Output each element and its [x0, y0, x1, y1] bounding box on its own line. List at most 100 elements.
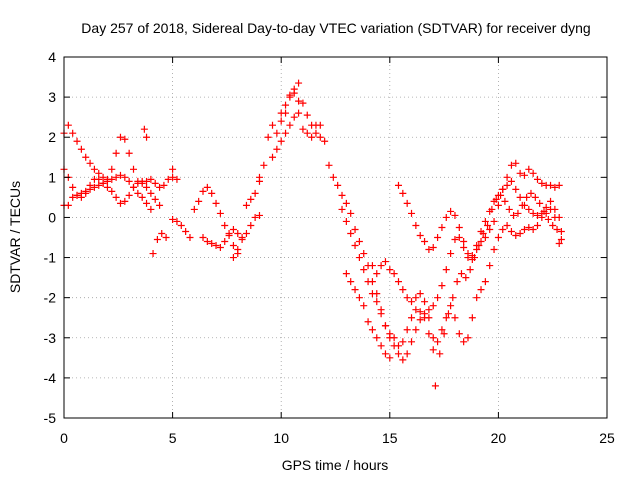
data-point [342, 199, 350, 207]
data-point [355, 294, 363, 302]
x-axis-label: GPS time / hours [282, 457, 389, 473]
data-point [368, 326, 376, 334]
data-point [242, 201, 250, 209]
data-point [247, 221, 255, 229]
data-point [173, 175, 181, 183]
data-point [82, 189, 90, 197]
data-point [282, 101, 290, 109]
data-point [473, 294, 481, 302]
data-point [429, 346, 437, 354]
data-point [416, 316, 424, 324]
data-point [238, 234, 246, 241]
data-point [216, 209, 224, 217]
data-point [90, 165, 98, 173]
data-point [269, 121, 277, 129]
data-point [138, 193, 146, 201]
data-point [360, 302, 368, 310]
data-point [516, 229, 524, 237]
data-point [286, 121, 294, 129]
x-tick-label: 15 [382, 430, 398, 446]
data-point [77, 193, 85, 201]
data-point [466, 266, 474, 274]
data-point [156, 201, 164, 209]
data-point [277, 137, 285, 145]
x-tick-labels: 0 5 10 15 20 25 [60, 430, 615, 446]
plot-frame [63, 56, 608, 419]
data-point [269, 153, 277, 161]
data-point [290, 89, 298, 97]
data-point [329, 173, 337, 181]
data-point [216, 244, 224, 252]
data-point [460, 338, 468, 346]
data-point [403, 294, 411, 302]
data-point [412, 294, 420, 302]
data-point [277, 117, 285, 125]
y-tick-label: -1 [44, 250, 57, 266]
data-point [390, 270, 398, 278]
data-point [69, 183, 77, 191]
data-point [162, 234, 170, 241]
data-point [505, 205, 513, 213]
data-point [442, 266, 450, 274]
data-point [255, 173, 263, 181]
x-tick-label: 10 [273, 430, 289, 446]
data-point [555, 181, 563, 189]
data-point [381, 350, 389, 358]
data-point [90, 183, 98, 191]
data-point [95, 181, 103, 189]
grid [64, 57, 607, 418]
data-point [177, 221, 185, 229]
data-point [277, 109, 285, 117]
data-point [434, 338, 442, 346]
data-point [453, 278, 461, 286]
data-point [186, 234, 194, 241]
data-point [494, 234, 502, 241]
data-point [520, 225, 528, 233]
data-point [203, 238, 211, 246]
data-point [86, 159, 94, 167]
data-point [182, 227, 190, 235]
data-point [134, 189, 142, 197]
data-point [531, 193, 539, 201]
data-point [434, 234, 442, 241]
data-point [412, 306, 420, 314]
data-point [542, 203, 550, 211]
data-point [484, 221, 492, 229]
data-point [501, 197, 509, 205]
data-point [447, 250, 455, 258]
data-point [69, 193, 77, 201]
data-point [399, 338, 407, 346]
data-point [282, 129, 290, 137]
data-point [551, 183, 559, 191]
data-point [143, 133, 151, 141]
data-point [116, 199, 124, 207]
data-point [455, 223, 463, 231]
data-point [533, 211, 541, 219]
data-point [251, 213, 259, 221]
data-point [555, 240, 563, 248]
y-tick-label: 0 [48, 209, 56, 225]
data-point [351, 242, 359, 250]
data-point [386, 266, 394, 274]
data-point [557, 236, 565, 244]
data-point [112, 173, 120, 181]
data-point [273, 129, 281, 137]
data-point [507, 161, 515, 169]
data-point [412, 326, 420, 334]
data-point [529, 225, 537, 233]
data-point [538, 209, 546, 217]
data-point [255, 211, 263, 219]
data-point [108, 175, 116, 183]
data-point [425, 330, 433, 338]
data-point [147, 189, 155, 197]
data-point [425, 246, 433, 254]
data-point [334, 181, 342, 189]
data-point [316, 121, 324, 129]
data-point [134, 179, 142, 187]
data-point [116, 171, 124, 179]
data-point [416, 308, 424, 316]
data-point [164, 175, 172, 183]
data-point [321, 137, 329, 145]
data-point [158, 229, 166, 237]
data-point [303, 111, 311, 119]
